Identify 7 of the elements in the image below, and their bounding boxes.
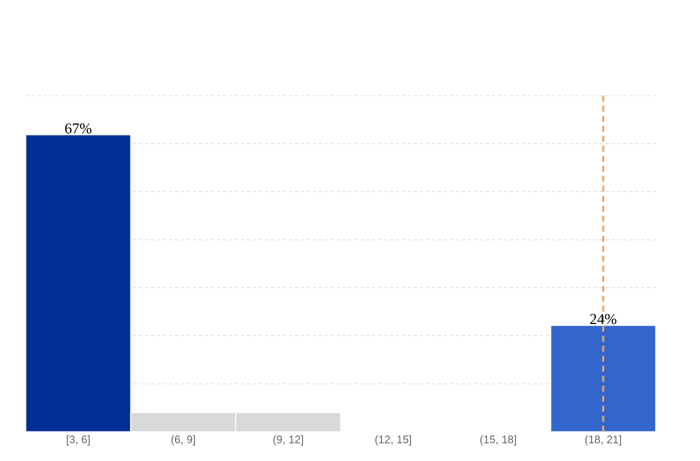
x-tick-label: (15, 18] bbox=[480, 435, 516, 446]
x-tick-label: (9, 12] bbox=[273, 435, 303, 446]
x-tick-label: (12, 15] bbox=[375, 435, 412, 446]
x-tick-label: [3, 6] bbox=[66, 435, 90, 446]
x-tick-label: (6, 9] bbox=[171, 435, 195, 446]
x-tick-label: (18, 21] bbox=[585, 435, 622, 446]
data-label: 67% bbox=[65, 123, 92, 134]
